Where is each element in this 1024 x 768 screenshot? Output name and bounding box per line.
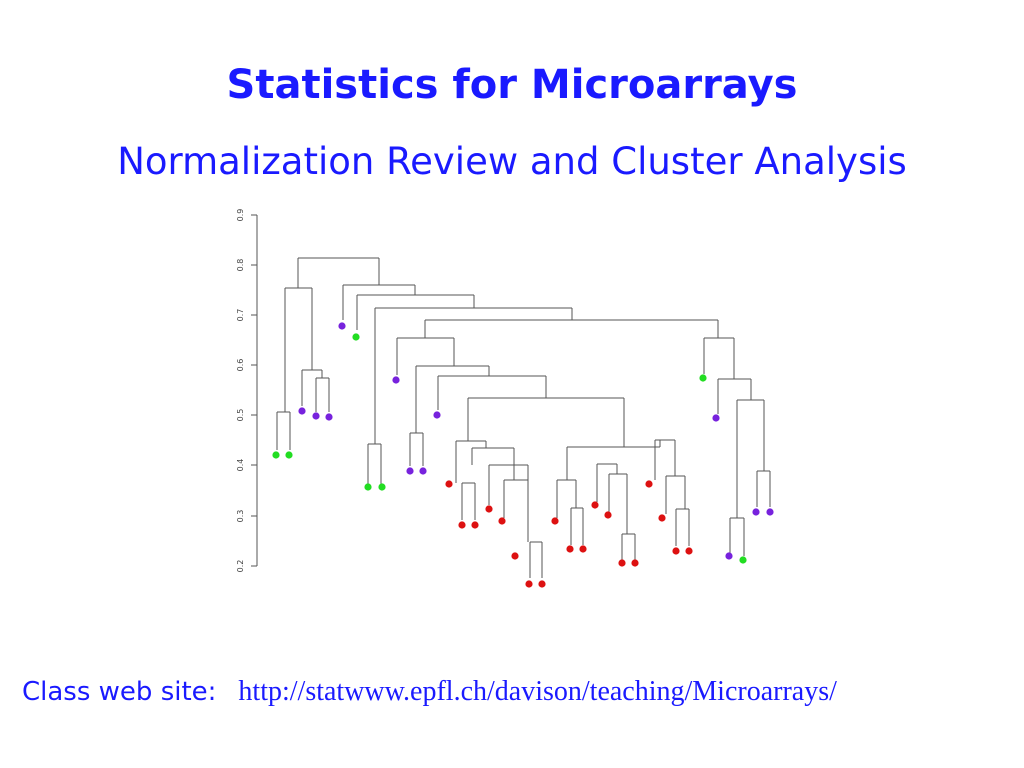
dendrogram-leaf	[538, 580, 546, 588]
dendrogram-leaf	[604, 511, 612, 519]
dendrogram-leaf	[551, 517, 559, 525]
footer: Class web site: http://statwww.epfl.ch/d…	[22, 676, 837, 708]
dendrogram-leaf	[672, 547, 680, 555]
class-website-link[interactable]: http://statwww.epfl.ch/davison/teaching/…	[238, 676, 837, 707]
dendrogram-leaf	[406, 467, 414, 475]
dendrogram-leaf	[471, 521, 479, 529]
dendrogram-leaf	[445, 480, 453, 488]
y-tick-label: 0.4	[236, 459, 245, 472]
dendrogram-leaf	[325, 413, 333, 421]
dendrogram-links	[276, 257, 771, 578]
dendrogram-leaf	[352, 333, 360, 341]
dendrogram-leaf	[458, 521, 466, 529]
dendrogram-leaf	[272, 451, 280, 459]
dendrogram-leaf	[511, 552, 519, 560]
page-subtitle: Normalization Review and Cluster Analysi…	[117, 140, 907, 183]
dendrogram-leaf	[766, 508, 774, 516]
y-tick-label: 0.9	[236, 209, 245, 222]
dendrogram-leaf	[712, 414, 720, 422]
dendrogram-leaf	[433, 411, 441, 419]
dendrogram-leaf	[525, 580, 533, 588]
footer-label: Class web site:	[22, 677, 217, 707]
dendrogram-leaf	[699, 374, 707, 382]
dendrogram-leaf	[739, 556, 747, 564]
dendrogram-leaf	[645, 480, 653, 488]
dendrogram-leaf	[338, 322, 346, 330]
dendrogram-leaves	[272, 322, 774, 588]
dendrogram-leaf	[752, 508, 760, 516]
dendrogram-leaf	[485, 505, 493, 513]
y-tick-label: 0.8	[236, 259, 245, 272]
dendrogram-leaf	[566, 545, 574, 553]
dendrogram-leaf	[725, 552, 733, 560]
dendrogram-leaf	[618, 559, 626, 567]
y-tick-label: 0.7	[236, 309, 245, 322]
dendrogram-leaf	[419, 467, 427, 475]
dendrogram-leaf	[312, 412, 320, 420]
dendrogram-leaf	[685, 547, 693, 555]
dendrogram-leaf	[392, 376, 400, 384]
dendrogram-leaf	[378, 483, 386, 491]
dendrogram-leaf	[298, 407, 306, 415]
y-tick-label: 0.6	[236, 359, 245, 372]
dendrogram-leaf	[658, 514, 666, 522]
dendrogram-leaf	[631, 559, 639, 567]
dendrogram-leaf	[579, 545, 587, 553]
y-tick-label: 0.3	[236, 510, 245, 523]
dendrogram-figure: 0.2 0.3 0.4 0.5 0.6 0.7 0.8 0.9	[236, 209, 774, 588]
dendrogram-leaf	[364, 483, 372, 491]
dendrogram-y-ticks: 0.2 0.3 0.4 0.5 0.6 0.7 0.8 0.9	[236, 209, 257, 573]
y-tick-label: 0.2	[236, 560, 245, 573]
dendrogram-leaf	[591, 501, 599, 509]
dendrogram-leaf	[498, 517, 506, 525]
page-title: Statistics for Microarrays	[226, 62, 798, 108]
dendrogram-leaf	[285, 451, 293, 459]
y-tick-label: 0.5	[236, 409, 245, 422]
